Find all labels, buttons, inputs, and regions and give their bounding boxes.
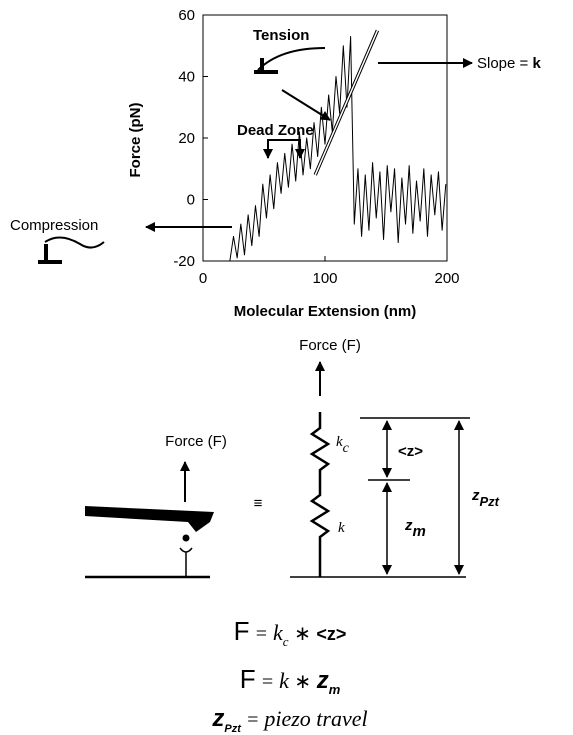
kc-label: kc	[336, 434, 350, 456]
molecule-bead	[182, 534, 190, 542]
equation: F = kc ∗ <z>	[234, 616, 347, 649]
kc-sub: c	[343, 441, 350, 456]
k-label: k	[338, 520, 345, 536]
slope-text: Slope =	[477, 55, 532, 72]
kc: k	[336, 434, 343, 450]
force-top-label: Force (F)	[299, 337, 361, 354]
equation: F = k ∗ zm	[240, 664, 341, 697]
equation-part: piezo travel	[262, 706, 367, 731]
equation-part: F	[240, 664, 256, 694]
slope-k: k	[532, 55, 541, 72]
zm-label: zm	[404, 517, 426, 540]
equation-part: z	[211, 705, 224, 732]
equation-part: <z>	[316, 624, 346, 644]
equation-part: c	[283, 634, 289, 649]
y-tick-label: 0	[187, 192, 195, 209]
y-tick-label: -20	[173, 253, 195, 270]
tension-icon-base	[254, 58, 278, 74]
x-axis-title: Molecular Extension (nm)	[234, 303, 417, 320]
equation-part: Pzt	[224, 723, 242, 735]
equation-part: k	[273, 620, 284, 645]
equation-part: k	[279, 668, 290, 693]
compression-icon-base	[38, 244, 62, 264]
equation-part: =	[256, 671, 280, 693]
force-trace	[229, 36, 447, 261]
tension-icon	[257, 47, 326, 71]
tension-arrow	[281, 89, 331, 121]
compression-icon	[44, 236, 105, 249]
equation-part: z	[316, 667, 329, 694]
y-tick-label: 20	[178, 130, 195, 147]
y-tick-label: 60	[178, 7, 195, 24]
equation-part: ∗	[289, 623, 317, 645]
x-tick-label: 200	[434, 270, 459, 287]
dead-zone-label: Dead Zone	[237, 122, 314, 139]
fit-line	[314, 30, 379, 176]
zm-sub: m	[413, 523, 426, 540]
equation-part: =	[249, 623, 273, 645]
springs	[309, 412, 331, 577]
x-tick-label: 0	[199, 270, 207, 287]
equation-part: ∗	[289, 671, 317, 693]
z-avg-label: <z>	[398, 443, 423, 460]
force-left-label: Force (F)	[165, 433, 227, 450]
x-tick-label: 100	[312, 270, 337, 287]
zpzt-sub: Pzt	[480, 494, 500, 509]
equation: zPzt = piezo travel	[211, 705, 367, 735]
dead-zone-bracket	[267, 139, 301, 156]
molecule	[179, 547, 193, 577]
y-axis-title: Force (pN)	[127, 102, 144, 177]
zpzt-label: zPzt	[471, 487, 500, 509]
slope-label: Slope = k	[477, 55, 541, 72]
zpzt: z	[471, 487, 480, 504]
equivalence: ≡	[254, 495, 263, 512]
equation-part: =	[241, 709, 265, 731]
equation-part: F	[234, 616, 250, 646]
plot	[229, 29, 447, 261]
cantilever	[85, 506, 214, 532]
y-tick-label: 40	[178, 69, 195, 86]
zm: z	[404, 517, 413, 534]
tension-label: Tension	[253, 27, 309, 44]
equation-part: m	[329, 682, 341, 697]
compression-label: Compression	[10, 217, 98, 234]
